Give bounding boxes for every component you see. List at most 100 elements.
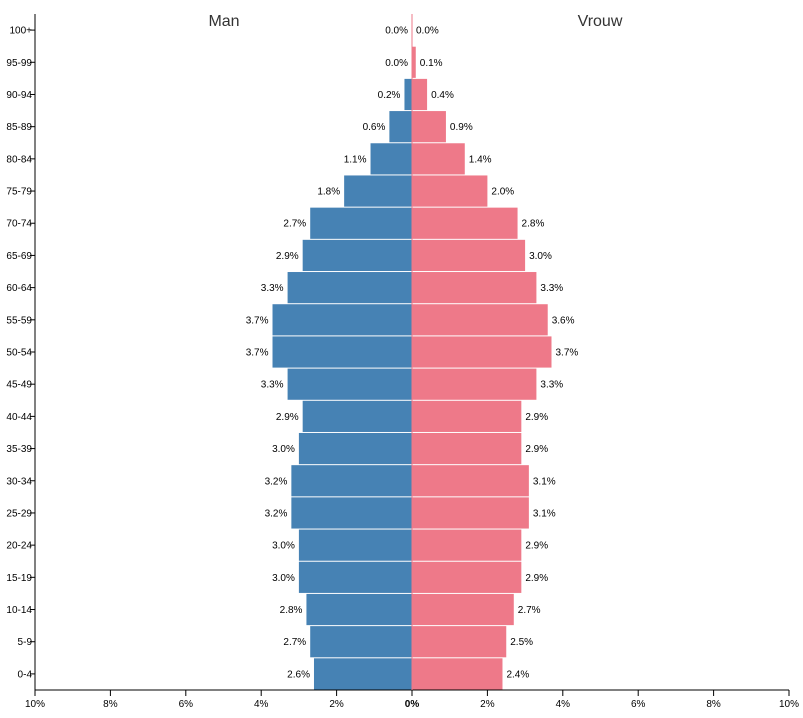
data-label-vrouw-60-64: 3.3% [540, 283, 563, 294]
bar-vrouw-35-39 [412, 432, 522, 465]
data-label-vrouw-45-49: 3.3% [540, 380, 563, 391]
bar-vrouw-40-44 [412, 400, 522, 432]
data-label-vrouw-5-9: 2.5% [510, 637, 533, 648]
data-label-vrouw-30-34: 3.1% [533, 476, 556, 487]
data-label-vrouw-65-69: 3.0% [529, 251, 552, 262]
x-tick-label-9: 8% [706, 699, 721, 710]
y-tick-label-80-84: 80-84 [6, 154, 32, 165]
data-label-man-80-84: 1.1% [344, 154, 367, 165]
bar-vrouw-60-64 [412, 272, 537, 304]
bar-man-90-94 [404, 78, 412, 111]
bar-man-75-79 [344, 175, 412, 207]
data-label-vrouw-25-29: 3.1% [533, 508, 556, 519]
x-tick-label-3: 4% [254, 699, 269, 710]
bar-man-50-54 [272, 336, 412, 368]
bar-vrouw-45-49 [412, 368, 537, 400]
bar-man-60-64 [287, 272, 412, 304]
y-tick-label-15-19: 15-19 [6, 573, 32, 584]
bar-vrouw-20-24 [412, 529, 522, 561]
y-tick-label-20-24: 20-24 [6, 541, 32, 552]
data-label-man-30-34: 3.2% [265, 476, 288, 487]
y-tick-label-35-39: 35-39 [6, 444, 32, 455]
bar-vrouw-15-19 [412, 561, 522, 593]
series-title-vrouw: Vrouw [578, 13, 623, 30]
y-tick-label-65-69: 65-69 [6, 251, 32, 262]
data-label-vrouw-20-24: 2.9% [525, 541, 548, 552]
data-label-man-40-44: 2.9% [276, 412, 299, 423]
bar-vrouw-10-14 [412, 593, 514, 626]
y-tick-label-30-34: 30-34 [6, 476, 32, 487]
y-tick-label-60-64: 60-64 [6, 283, 32, 294]
data-label-man-0-4: 2.6% [287, 669, 310, 680]
bar-man-0-4 [313, 658, 412, 690]
data-label-vrouw-85-89: 0.9% [450, 122, 473, 133]
y-tick-label-45-49: 45-49 [6, 380, 32, 391]
x-tick-label-10: 10% [779, 699, 799, 710]
y-tick-label-90-94: 90-94 [6, 90, 32, 101]
x-tick-label-0: 10% [25, 699, 45, 710]
bar-man-55-59 [272, 304, 412, 336]
bar-vrouw-50-54 [412, 336, 552, 368]
bar-man-20-24 [298, 529, 412, 561]
data-label-man-20-24: 3.0% [272, 541, 295, 552]
y-tick-label-5-9: 5-9 [18, 637, 33, 648]
data-label-vrouw-10-14: 2.7% [518, 605, 541, 616]
data-label-man-90-94: 0.2% [378, 90, 401, 101]
data-label-vrouw-55-59: 3.6% [552, 315, 575, 326]
data-label-vrouw-50-54: 3.7% [555, 348, 578, 359]
bar-vrouw-95-99 [412, 46, 416, 78]
data-label-man-5-9: 2.7% [283, 637, 306, 648]
y-tick-label-100+: 100+ [9, 26, 32, 37]
bar-vrouw-80-84 [412, 143, 465, 175]
x-tick-label-6: 2% [480, 699, 495, 710]
data-label-vrouw-40-44: 2.9% [525, 412, 548, 423]
bar-vrouw-90-94 [412, 78, 428, 111]
data-label-vrouw-0-4: 2.4% [506, 669, 529, 680]
y-tick-label-50-54: 50-54 [6, 348, 32, 359]
bar-man-30-34 [291, 465, 412, 497]
data-label-man-65-69: 2.9% [276, 251, 299, 262]
data-label-vrouw-15-19: 2.9% [525, 573, 548, 584]
data-label-man-95-99: 0.0% [385, 58, 408, 69]
data-label-man-85-89: 0.6% [363, 122, 386, 133]
data-label-man-10-14: 2.8% [280, 605, 303, 616]
bar-vrouw-5-9 [412, 626, 507, 658]
data-label-vrouw-90-94: 0.4% [431, 90, 454, 101]
data-label-man-15-19: 3.0% [272, 573, 295, 584]
y-tick-label-10-14: 10-14 [6, 605, 32, 616]
bar-man-5-9 [310, 626, 412, 658]
data-label-vrouw-95-99: 0.1% [420, 58, 443, 69]
data-label-man-75-79: 1.8% [317, 187, 340, 198]
bar-vrouw-75-79 [412, 175, 488, 207]
bar-vrouw-85-89 [412, 111, 446, 143]
bar-vrouw-30-34 [412, 465, 529, 497]
data-label-man-45-49: 3.3% [261, 380, 284, 391]
y-tick-label-0-4: 0-4 [18, 669, 33, 680]
y-tick-label-85-89: 85-89 [6, 122, 32, 133]
x-tick-label-2: 6% [179, 699, 194, 710]
series-title-man: Man [208, 13, 239, 30]
bar-man-70-74 [310, 207, 412, 239]
bar-vrouw-25-29 [412, 497, 529, 529]
data-label-man-55-59: 3.7% [246, 315, 269, 326]
bar-man-40-44 [302, 400, 412, 432]
data-label-vrouw-80-84: 1.4% [469, 154, 492, 165]
bar-man-25-29 [291, 497, 412, 529]
data-label-vrouw-70-74: 2.8% [522, 219, 545, 230]
bar-man-15-19 [298, 561, 412, 593]
data-label-man-25-29: 3.2% [265, 508, 288, 519]
data-label-man-70-74: 2.7% [283, 219, 306, 230]
data-label-man-35-39: 3.0% [272, 444, 295, 455]
x-tick-label-7: 4% [556, 699, 571, 710]
y-tick-label-25-29: 25-29 [6, 508, 32, 519]
bar-vrouw-65-69 [412, 239, 526, 272]
bar-man-45-49 [287, 368, 412, 400]
x-tick-label-8: 6% [631, 699, 646, 710]
bar-man-80-84 [370, 143, 412, 175]
y-tick-label-95-99: 95-99 [6, 58, 32, 69]
data-label-man-100+: 0.0% [385, 26, 408, 37]
data-label-vrouw-35-39: 2.9% [525, 444, 548, 455]
y-tick-label-75-79: 75-79 [6, 187, 32, 198]
bar-vrouw-0-4 [412, 658, 503, 690]
